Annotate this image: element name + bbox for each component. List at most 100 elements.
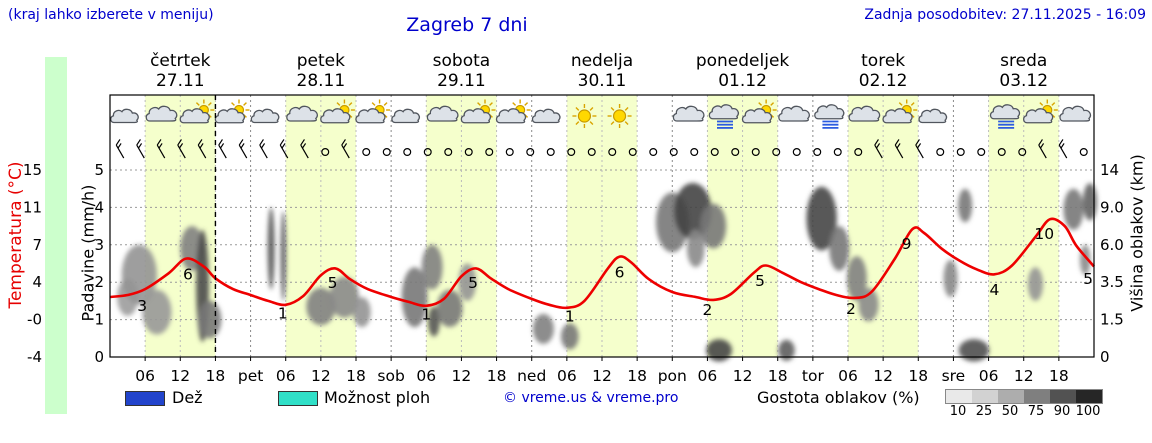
calm-wind-icon bbox=[772, 148, 781, 157]
calm-wind-icon bbox=[526, 148, 535, 157]
temperature-value-label: 10 bbox=[1034, 225, 1054, 243]
cloud-shape bbox=[180, 109, 209, 123]
calm-wind-icon bbox=[956, 148, 965, 157]
sun-ray bbox=[524, 102, 529, 106]
sun-ray bbox=[575, 107, 580, 111]
barb-tick bbox=[136, 139, 141, 146]
sun-ray bbox=[610, 107, 615, 111]
sun-cloud-icon bbox=[1024, 99, 1058, 123]
cloud-shape bbox=[673, 106, 703, 121]
barb-tick bbox=[219, 143, 225, 149]
barb-tick bbox=[158, 143, 163, 149]
day-name-label: petek bbox=[297, 51, 345, 71]
calm-wind-icon bbox=[321, 148, 330, 157]
day-date-label: 01.12 bbox=[718, 71, 767, 91]
x-hour-label: 12 bbox=[170, 367, 190, 385]
barb-shaft bbox=[874, 144, 883, 159]
cloud-shape bbox=[815, 105, 844, 119]
cloud-scale-segment bbox=[972, 390, 998, 403]
cloud-blob bbox=[421, 244, 443, 290]
sun-cloud-icon bbox=[743, 99, 777, 123]
barb-shaft bbox=[300, 144, 309, 159]
temperature-tick: 11 bbox=[23, 198, 42, 216]
temperature-value-label: 1 bbox=[278, 305, 288, 323]
rain-swatch bbox=[125, 391, 165, 406]
calm-wind-icon bbox=[628, 148, 637, 157]
calm-wind-icon bbox=[833, 148, 842, 157]
rain-cloud-icon bbox=[991, 105, 1020, 129]
cloud-icon bbox=[287, 106, 317, 121]
barb-tick bbox=[341, 139, 346, 146]
cloud-icon bbox=[146, 106, 176, 121]
cloud-blob bbox=[958, 188, 973, 223]
day-date-label: 29.11 bbox=[437, 71, 486, 91]
calm-wind-icon bbox=[546, 148, 555, 157]
cloud-shape bbox=[709, 105, 738, 119]
barb-shaft bbox=[156, 144, 166, 159]
sun-ray bbox=[195, 102, 200, 106]
calm-wind-icon bbox=[444, 148, 453, 157]
barb-shaft bbox=[197, 144, 207, 159]
temperature-color-strip bbox=[45, 57, 67, 414]
cloud-shape bbox=[392, 109, 419, 122]
x-hour-label: 12 bbox=[1014, 367, 1034, 385]
cloud-shape bbox=[919, 109, 946, 122]
cloud-shape bbox=[1024, 109, 1053, 123]
temperature-value-label: 5 bbox=[468, 274, 478, 292]
wind-barb-icon bbox=[115, 139, 125, 159]
copyright-link[interactable]: © vreme.us & vreme.pro bbox=[503, 390, 679, 406]
temperature-value-label: 2 bbox=[702, 301, 712, 319]
cloud-blob bbox=[458, 263, 477, 301]
barb-shaft bbox=[341, 144, 350, 159]
moon-cloud-icon bbox=[919, 103, 946, 123]
x-hour-label: 18 bbox=[627, 367, 647, 385]
calm-wind-icon bbox=[423, 148, 432, 157]
temperature-value-label: 5 bbox=[328, 274, 338, 292]
barb-tick bbox=[1058, 139, 1064, 146]
barb-shaft bbox=[259, 144, 268, 159]
barb-tick bbox=[199, 143, 204, 149]
barb-tick bbox=[1039, 143, 1045, 149]
cloud-blob bbox=[1027, 267, 1043, 301]
cloud-blob bbox=[561, 323, 579, 350]
sun-ray bbox=[624, 107, 629, 111]
cloud-shape bbox=[461, 109, 490, 123]
sun-ray bbox=[575, 121, 580, 125]
shower-legend-label: Možnost ploh bbox=[324, 388, 431, 407]
calm-wind-icon bbox=[1018, 148, 1027, 157]
calm-wind-icon bbox=[505, 148, 514, 157]
x-hour-label: 18 bbox=[768, 367, 788, 385]
calm-wind-icon bbox=[731, 148, 740, 157]
x-hour-label: 18 bbox=[1049, 367, 1069, 385]
sun-icon bbox=[607, 104, 632, 128]
day-name-label: torek bbox=[861, 51, 905, 71]
x-hour-label: 06 bbox=[557, 367, 577, 385]
barb-tick bbox=[874, 139, 879, 146]
x-day-label: tor bbox=[802, 367, 825, 385]
cloud-blob bbox=[686, 229, 705, 268]
cloud-blob bbox=[353, 297, 371, 328]
barb-tick bbox=[301, 143, 307, 149]
calm-wind-icon bbox=[587, 148, 596, 157]
cloud-scale-value: 25 bbox=[975, 404, 993, 419]
wind-barb-icon bbox=[300, 139, 309, 159]
temperature-tick: 7 bbox=[32, 236, 42, 254]
sun-ray bbox=[477, 102, 481, 106]
day-date-label: 27.11 bbox=[156, 71, 205, 91]
precipitation-tick: 0 bbox=[94, 348, 104, 366]
x-hour-label: 06 bbox=[838, 367, 858, 385]
day-name-label: sreda bbox=[1000, 51, 1047, 71]
cloud-blob bbox=[958, 339, 990, 362]
cloud-height-tick: 0 bbox=[1100, 348, 1110, 366]
barb-tick bbox=[1060, 143, 1065, 149]
cloud-shape bbox=[215, 109, 244, 123]
wind-barb-icon bbox=[136, 139, 145, 159]
cloud-blob bbox=[280, 211, 287, 301]
cloud-blob bbox=[829, 226, 850, 271]
temperature-value-label: 2 bbox=[846, 300, 856, 318]
temperature-value-label: 4 bbox=[989, 281, 999, 299]
x-day-label: pet bbox=[238, 367, 263, 385]
cloud-icon bbox=[779, 106, 809, 121]
